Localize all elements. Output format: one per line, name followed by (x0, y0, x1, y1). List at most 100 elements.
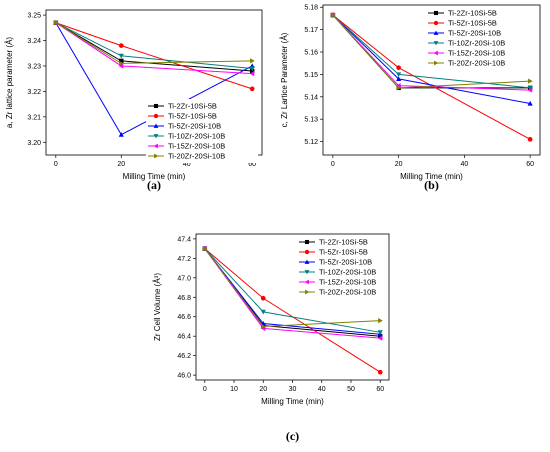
y-tick-label: 46.8 (177, 295, 191, 302)
data-point (249, 86, 255, 92)
y-tick-label: 5.15 (304, 72, 318, 79)
data-point (202, 246, 208, 252)
legend-label: Ti-5Zr-10Si-5B (448, 19, 497, 28)
x-axis-label: Milling Time (min) (261, 397, 324, 406)
legend-label: Ti-20Zr-20Si-10B (168, 152, 225, 161)
legend-swatch-marker (153, 134, 159, 139)
series-5 (53, 20, 255, 77)
y-axis-label: c, Zr Lartice Parameter (Å) (280, 32, 289, 127)
x-tick-label: 40 (183, 161, 191, 168)
y-tick-label: 5.13 (304, 117, 318, 124)
data-point (527, 100, 533, 106)
legend-swatch-marker (434, 60, 439, 66)
data-point (261, 323, 266, 330)
data-point (260, 295, 266, 301)
data-point (396, 85, 402, 91)
chart-panel-2: 0 20 40 60 5.12 5.13 5.14 5.15 5.16 5.17 5.18 Milli… (280, 4, 541, 192)
legend-swatch-marker (153, 143, 158, 149)
data-point (260, 309, 266, 315)
legend-swatch-marker (304, 249, 310, 255)
legend-swatch-marker (304, 239, 310, 245)
data-point (118, 43, 124, 48)
x-tick-label: 20 (395, 161, 403, 168)
series-line (55, 22, 253, 72)
legend-swatch-marker (433, 10, 439, 16)
legend-box (146, 99, 258, 163)
data-point (396, 65, 401, 71)
y-tick-label: 3.22 (27, 89, 41, 96)
data-point (330, 12, 336, 18)
x-tick-label: 0 (203, 386, 207, 393)
legend-label: Ti-5Zr-20Si-10B (168, 122, 221, 131)
data-point (118, 63, 124, 69)
legend-box (426, 6, 538, 70)
series-6 (330, 12, 533, 91)
x-tick-label: 20 (117, 161, 125, 168)
legend-swatch-marker (305, 289, 310, 295)
data-point (377, 330, 383, 335)
y-tick-label: 3.21 (27, 114, 41, 121)
chart-panel-1: 0 20 40 60 3.20 3.21 3.22 3.23 3.24 3.25 Milling T… (5, 9, 263, 192)
panel-label: (c) (286, 429, 299, 443)
data-point (396, 76, 402, 81)
legend-label: Ti-20Zr-20Si-10B (448, 59, 505, 68)
y-tick-label: 46.2 (177, 353, 191, 360)
chart-panel-3: 0 10 20 30 40 50 60 46.0 46.2 46.4 46.6 46.8 47.0 47.… (153, 233, 390, 443)
y-tick-label: 47.2 (177, 256, 191, 263)
data-point (527, 136, 533, 142)
data-point (249, 70, 255, 77)
legend-swatch-marker (304, 270, 310, 275)
y-axis-label: Zr Cell Volume (Å³) (153, 273, 162, 341)
data-point (377, 335, 383, 341)
panel-label: (b) (424, 178, 439, 192)
legend-swatch-marker (433, 20, 439, 26)
data-point (378, 318, 383, 324)
x-tick-label: 60 (376, 386, 384, 393)
data-point (118, 53, 124, 59)
legend-label: Ti-5Zr-10Si-5B (319, 248, 368, 257)
data-point (250, 58, 255, 64)
y-tick-label: 3.20 (27, 140, 41, 147)
x-tick-label: 40 (460, 161, 468, 168)
y-tick-label: 5.17 (304, 27, 318, 34)
y-tick-label: 5.12 (304, 139, 318, 146)
legend-label: Ti-15Zr-20Si-10B (319, 278, 376, 287)
y-tick-label: 3.23 (27, 63, 41, 70)
x-tick-label: 0 (331, 161, 335, 168)
legend-swatch-marker (433, 41, 439, 46)
y-tick-label: 46.4 (177, 334, 191, 341)
y-tick-label: 3.24 (27, 38, 41, 45)
data-point (377, 369, 383, 375)
y-tick-label: 46.6 (177, 314, 191, 321)
legend: Ti-2Zr-10Si-5BTi-5Zr-10Si-5BTi-5Zr-20Si-… (146, 99, 258, 163)
legend: Ti-2Zr-10Si-5BTi-5Zr-10Si-5BTi-5Zr-20Si-… (297, 235, 387, 299)
x-tick-label: 10 (230, 386, 238, 393)
panel-label: (a) (147, 178, 161, 192)
series-line (55, 22, 253, 64)
y-tick-label: 46.0 (177, 373, 191, 380)
y-tick-label: 3.25 (27, 13, 41, 20)
series-6 (53, 20, 255, 67)
legend-label: Ti-15Zr-20Si-10B (448, 49, 505, 58)
x-tick-label: 0 (54, 161, 58, 168)
x-tick-label: 60 (248, 161, 256, 168)
x-tick-label: 20 (259, 386, 267, 393)
series-6 (202, 246, 383, 330)
legend-label: Ti-2Zr-10Si-5B (319, 238, 368, 247)
legend-label: Ti-2Zr-10Si-5B (448, 9, 497, 18)
data-point (396, 72, 402, 78)
series-line (55, 22, 253, 90)
data-point (119, 58, 124, 64)
legend-box (297, 235, 387, 299)
x-tick-label: 30 (289, 386, 297, 393)
legend-label: Ti-20Zr-20Si-10B (319, 288, 376, 297)
data-point (119, 60, 124, 67)
legend-label: Ti-5Zr-20Si-10B (319, 258, 372, 267)
legend-swatch-marker (153, 103, 159, 109)
legend-label: Ti-5Zr-20Si-10B (448, 29, 501, 38)
legend-swatch-marker (153, 113, 159, 119)
y-tick-label: 47.4 (177, 236, 191, 243)
legend-swatch-marker (433, 30, 439, 35)
legend: Ti-2Zr-10Si-5BTi-5Zr-10Si-5BTi-5Zr-20Si-… (426, 6, 538, 70)
x-axis-label: Milling Time (min) (400, 172, 463, 181)
